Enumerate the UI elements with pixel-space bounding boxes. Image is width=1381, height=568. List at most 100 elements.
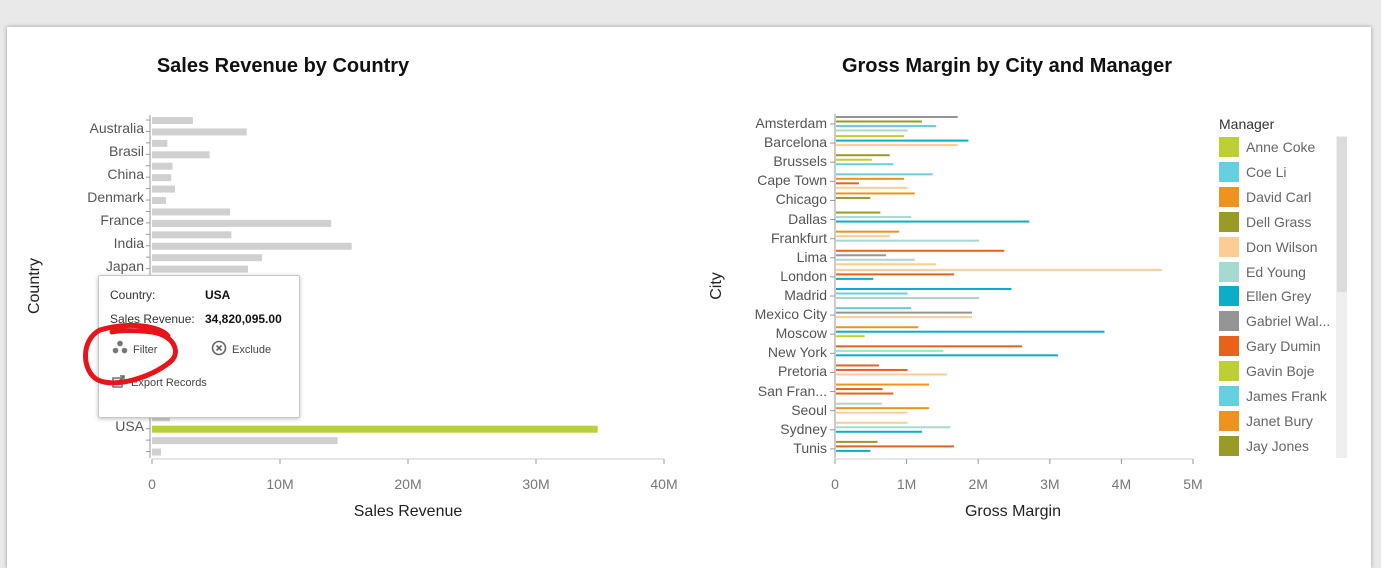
country-bar[interactable] bbox=[152, 128, 247, 136]
city-label: Pretoria bbox=[777, 363, 827, 380]
legend-item[interactable]: Ellen Grey bbox=[1219, 285, 1311, 307]
margin-bar[interactable] bbox=[836, 163, 894, 166]
legend-item[interactable]: Janet Bury bbox=[1219, 410, 1313, 432]
country-bar[interactable] bbox=[152, 162, 173, 170]
margin-bar[interactable] bbox=[836, 407, 930, 410]
margin-bar[interactable] bbox=[836, 186, 908, 189]
legend-item[interactable]: Gavin Boje bbox=[1219, 360, 1314, 382]
margin-bar[interactable] bbox=[836, 182, 859, 185]
margin-bar[interactable] bbox=[836, 326, 919, 329]
margin-bar[interactable] bbox=[836, 239, 980, 242]
margin-bar[interactable] bbox=[836, 139, 969, 142]
country-bar[interactable] bbox=[152, 265, 248, 273]
country-label: France bbox=[100, 211, 144, 228]
margin-bar[interactable] bbox=[836, 392, 894, 395]
margin-bar[interactable] bbox=[836, 135, 905, 138]
margin-bar[interactable] bbox=[836, 307, 912, 310]
margin-bar[interactable] bbox=[836, 273, 955, 276]
country-bar[interactable] bbox=[152, 242, 352, 250]
country-bar[interactable] bbox=[152, 185, 176, 193]
margin-bar[interactable] bbox=[836, 144, 958, 147]
margin-bar[interactable] bbox=[836, 449, 871, 452]
margin-bar[interactable] bbox=[836, 426, 951, 429]
margin-bar[interactable] bbox=[836, 263, 937, 266]
country-bar[interactable] bbox=[152, 219, 332, 227]
exclude-button[interactable]: Exclude bbox=[211, 340, 271, 359]
margin-bar[interactable] bbox=[836, 216, 912, 219]
margin-bar[interactable] bbox=[836, 254, 887, 257]
tooltip-country-key: Country: bbox=[110, 288, 156, 302]
margin-bar[interactable] bbox=[836, 368, 908, 371]
margin-bar[interactable] bbox=[836, 249, 1005, 252]
country-bar[interactable] bbox=[152, 231, 232, 239]
filter-button[interactable]: Filter bbox=[112, 340, 157, 359]
country-bar[interactable] bbox=[152, 254, 263, 262]
margin-bar[interactable] bbox=[836, 411, 908, 414]
margin-bar[interactable] bbox=[836, 220, 1030, 223]
margin-bar[interactable] bbox=[836, 402, 882, 405]
legend-item[interactable]: Don Wilson bbox=[1219, 236, 1318, 258]
legend-item[interactable]: Jay Jones bbox=[1219, 435, 1309, 457]
country-bar[interactable] bbox=[152, 208, 231, 216]
legend-item[interactable]: Ed Young bbox=[1219, 261, 1306, 283]
chart-title-margin: Gross Margin by City and Manager bbox=[841, 55, 1173, 77]
margin-bar[interactable] bbox=[836, 173, 933, 176]
margin-bar[interactable] bbox=[836, 445, 955, 448]
margin-bar[interactable] bbox=[836, 120, 922, 123]
country-bar[interactable] bbox=[152, 448, 161, 456]
legend-scroll-thumb[interactable] bbox=[1337, 137, 1347, 292]
manager-legend[interactable]: Anne Coke Coe Li David Carl Dell Grass Don W… bbox=[1214, 136, 1348, 458]
country-bar[interactable] bbox=[152, 174, 172, 182]
margin-bar[interactable] bbox=[836, 116, 958, 118]
margin-bar[interactable] bbox=[836, 330, 1105, 333]
margin-bar[interactable] bbox=[836, 430, 922, 433]
margin-bar[interactable] bbox=[836, 311, 973, 314]
margin-bar[interactable] bbox=[836, 196, 871, 199]
country-bar[interactable] bbox=[152, 425, 598, 433]
margin-bar[interactable] bbox=[836, 125, 937, 127]
margin-bar[interactable] bbox=[836, 345, 1023, 348]
margin-bar[interactable] bbox=[836, 211, 881, 214]
margin-bar[interactable] bbox=[836, 335, 865, 338]
margin-bar[interactable] bbox=[836, 177, 905, 180]
margin-bar[interactable] bbox=[836, 277, 874, 280]
legend-item[interactable]: Coe Li bbox=[1219, 161, 1286, 183]
margin-bar[interactable] bbox=[836, 235, 890, 238]
legend-item[interactable]: Gabriel Wal... bbox=[1219, 310, 1330, 332]
margin-bar[interactable] bbox=[836, 316, 973, 319]
country-bar[interactable] bbox=[152, 117, 193, 124]
margin-bar[interactable] bbox=[836, 364, 879, 367]
margin-bar[interactable] bbox=[836, 129, 908, 132]
margin-bar[interactable] bbox=[836, 154, 890, 157]
margin-bar[interactable] bbox=[836, 288, 1012, 290]
country-bar[interactable] bbox=[152, 437, 338, 445]
legend-item[interactable]: Dell Grass bbox=[1219, 211, 1311, 233]
legend-scrollbar[interactable] bbox=[1336, 136, 1347, 458]
margin-bar[interactable] bbox=[836, 383, 930, 386]
legend-item[interactable]: David Carl bbox=[1219, 186, 1311, 208]
margin-bar[interactable] bbox=[836, 230, 900, 233]
export-records-button[interactable]: Export Records bbox=[112, 374, 207, 391]
margin-bar[interactable] bbox=[836, 258, 915, 261]
legend-item[interactable]: James Frank bbox=[1219, 385, 1327, 407]
x-tick-label: 5M bbox=[1183, 476, 1203, 492]
legend-item[interactable]: Gary Dumin bbox=[1219, 335, 1321, 357]
margin-bar[interactable] bbox=[836, 268, 1162, 271]
legend-item[interactable]: Anne Coke bbox=[1219, 136, 1315, 158]
margin-bar[interactable] bbox=[836, 192, 915, 195]
country-bar[interactable] bbox=[152, 151, 210, 159]
margin-bar[interactable] bbox=[836, 440, 878, 443]
margin-bar[interactable] bbox=[836, 292, 908, 295]
margin-bar[interactable] bbox=[836, 297, 980, 299]
margin-bar[interactable] bbox=[836, 421, 908, 424]
margin-bar[interactable] bbox=[836, 349, 944, 352]
country-bar[interactable] bbox=[152, 139, 168, 147]
legend-swatch bbox=[1219, 137, 1239, 157]
margin-bar[interactable] bbox=[836, 373, 947, 376]
country-bar[interactable] bbox=[152, 197, 167, 205]
margin-bar[interactable] bbox=[836, 158, 872, 161]
margin-bar[interactable] bbox=[836, 354, 1058, 357]
country-label: China bbox=[107, 166, 144, 183]
margin-bar[interactable] bbox=[836, 388, 883, 391]
